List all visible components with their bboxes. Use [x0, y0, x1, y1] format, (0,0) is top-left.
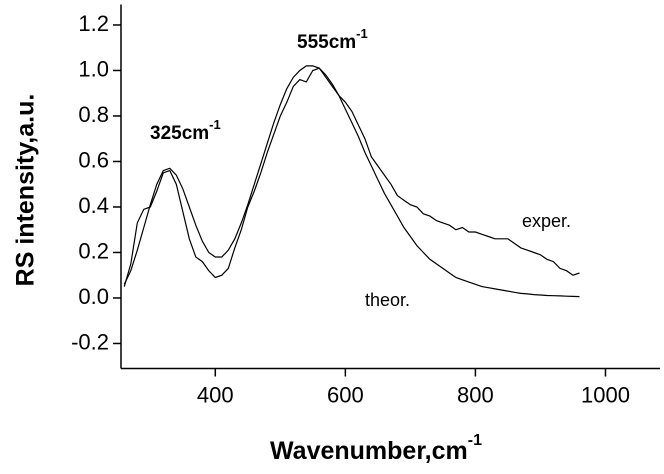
x-tick-label: 400 [197, 382, 234, 407]
y-tick-label: 1.2 [78, 11, 109, 36]
y-tick-label: 0.2 [78, 238, 109, 263]
annotation-text: 555cm [297, 32, 356, 53]
annotation: 325cm-1 [150, 117, 221, 144]
annotation: theor. [365, 290, 410, 310]
x-axis-title-text: Wavenumber,cm [270, 437, 468, 465]
annotation-sup: -1 [209, 117, 221, 132]
x-tick-label: 1000 [581, 382, 630, 407]
series-line [123, 67, 580, 287]
x-axis-title: Wavenumber,cm-1 [270, 432, 482, 464]
y-tick-label: -0.2 [71, 329, 109, 354]
annotation-text: 325cm [150, 123, 209, 144]
annotation-sup: -1 [356, 26, 368, 41]
y-tick-label: 0.8 [78, 102, 109, 127]
series-line [123, 65, 580, 298]
x-tick-label: 800 [457, 382, 494, 407]
y-tick-label: 1.0 [78, 56, 109, 81]
y-tick-label: 0.6 [78, 147, 109, 172]
annotation: 555cm-1 [297, 26, 368, 53]
x-tick-label: 600 [327, 382, 364, 407]
y-tick-label: 0.4 [78, 193, 109, 218]
y-tick-label: 0.0 [78, 284, 109, 309]
annotation: exper. [522, 211, 571, 231]
y-axis-title: RS intensity,a.u. [12, 94, 40, 287]
x-axis-title-sup: -1 [468, 432, 482, 449]
